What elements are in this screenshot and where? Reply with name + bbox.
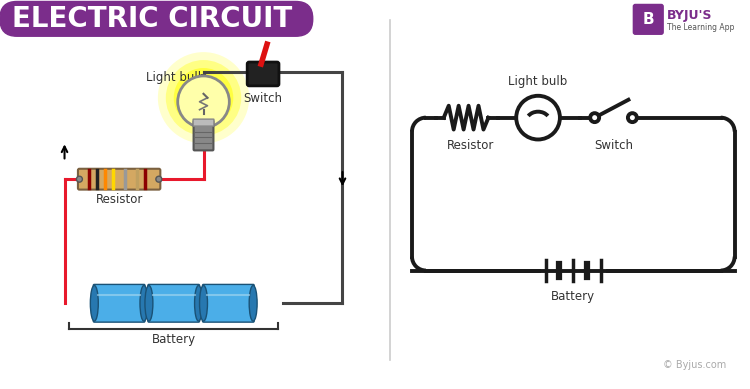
Text: The Learning App: The Learning App — [668, 23, 734, 32]
Text: B: B — [643, 12, 654, 27]
Ellipse shape — [158, 52, 249, 144]
Text: ELECTRIC CIRCUIT: ELECTRIC CIRCUIT — [12, 5, 292, 33]
Text: Switch: Switch — [244, 92, 283, 105]
Text: Switch: Switch — [594, 140, 633, 152]
Text: Light bulb: Light bulb — [146, 71, 206, 84]
FancyBboxPatch shape — [93, 284, 145, 322]
FancyBboxPatch shape — [202, 284, 254, 322]
FancyBboxPatch shape — [0, 2, 313, 36]
Ellipse shape — [166, 60, 242, 135]
Circle shape — [76, 176, 82, 182]
Text: BYJU'S: BYJU'S — [668, 9, 712, 22]
Ellipse shape — [194, 286, 202, 321]
Text: Battery: Battery — [551, 290, 596, 303]
FancyBboxPatch shape — [193, 119, 214, 126]
Text: Resistor: Resistor — [95, 193, 142, 206]
Circle shape — [156, 176, 162, 182]
Text: Battery: Battery — [152, 333, 196, 346]
Ellipse shape — [90, 286, 98, 321]
Ellipse shape — [249, 286, 257, 321]
Text: Resistor: Resistor — [446, 140, 494, 152]
Ellipse shape — [174, 68, 233, 128]
Circle shape — [516, 96, 560, 140]
Ellipse shape — [140, 286, 148, 321]
Circle shape — [590, 113, 599, 122]
Ellipse shape — [145, 286, 153, 321]
Text: Light bulb: Light bulb — [509, 75, 568, 88]
FancyBboxPatch shape — [633, 4, 663, 34]
FancyBboxPatch shape — [248, 62, 279, 86]
Ellipse shape — [200, 286, 208, 321]
Text: © Byjus.com: © Byjus.com — [663, 360, 727, 370]
Circle shape — [628, 113, 637, 122]
FancyBboxPatch shape — [78, 169, 160, 189]
Circle shape — [178, 76, 230, 128]
FancyBboxPatch shape — [194, 121, 214, 151]
FancyBboxPatch shape — [148, 284, 200, 322]
